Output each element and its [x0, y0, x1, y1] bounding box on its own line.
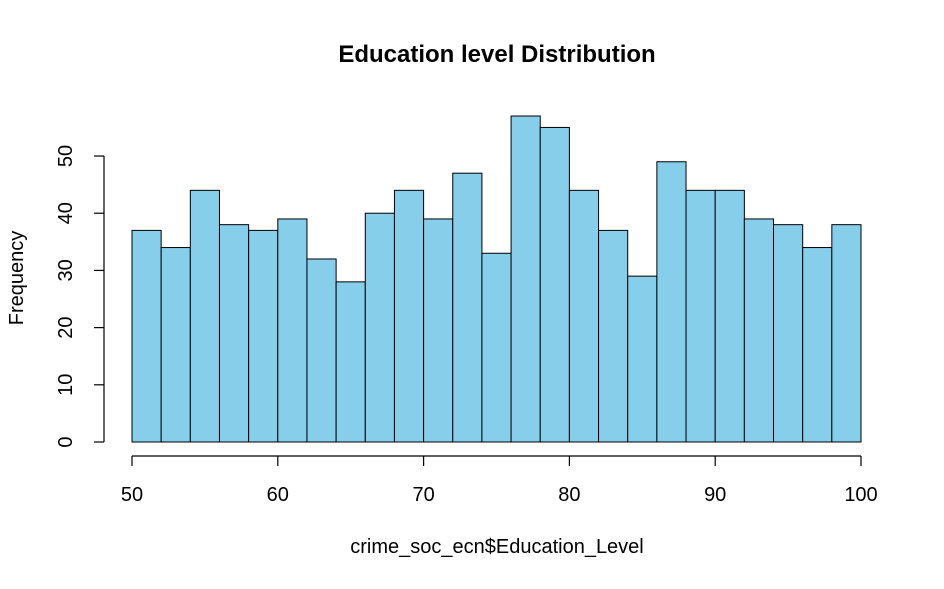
histogram-bar	[598, 229, 629, 443]
histogram-bar	[802, 247, 833, 443]
histogram-bar	[627, 275, 658, 443]
x-tick-label: 50	[121, 484, 143, 506]
histogram-bar	[481, 252, 512, 443]
y-axis: 0 10 20 30 40 50	[55, 145, 105, 448]
histogram-bar	[831, 224, 862, 443]
y-tick-label: 30	[55, 259, 77, 281]
histogram-bar	[364, 212, 395, 443]
histogram-bar	[160, 247, 191, 443]
histogram-bar	[568, 189, 600, 443]
histogram-bar	[685, 189, 716, 443]
x-axis-label: crime_soc_ecn$Education_Level	[350, 536, 644, 558]
histogram-bar	[423, 218, 454, 443]
chart-title: Education level Distribution	[338, 41, 655, 68]
histogram-bar	[773, 224, 804, 443]
histogram-bar	[714, 189, 745, 443]
y-tick-label: 50	[55, 145, 77, 167]
x-axis: 50 60 70 80 90 100	[121, 455, 878, 506]
histogram-bar	[452, 172, 483, 443]
x-tick-label: 60	[267, 484, 289, 506]
x-tick-label: 70	[412, 484, 434, 506]
y-tick-label: 20	[55, 316, 77, 338]
histogram-bar	[306, 258, 337, 443]
histogram-bar	[656, 161, 687, 443]
x-tick-label: 90	[704, 484, 726, 506]
y-tick-label: 40	[55, 202, 77, 224]
x-tick-label: 80	[558, 484, 580, 506]
histogram-bar	[743, 218, 775, 443]
histogram-bar	[539, 126, 570, 443]
y-axis-label: Frequency	[6, 231, 28, 326]
y-tick-label: 10	[55, 374, 77, 396]
bars-group	[131, 115, 862, 443]
histogram-bar	[248, 229, 279, 443]
histogram-bar	[131, 229, 162, 443]
x-tick-label: 100	[844, 484, 877, 506]
histogram-bar	[335, 281, 366, 443]
histogram-bar	[189, 189, 220, 443]
y-tick-label: 0	[55, 436, 77, 447]
histogram-bar	[393, 189, 425, 443]
histogram-bar	[277, 218, 308, 443]
histogram-bar	[218, 224, 250, 443]
histogram-bar	[510, 115, 541, 443]
